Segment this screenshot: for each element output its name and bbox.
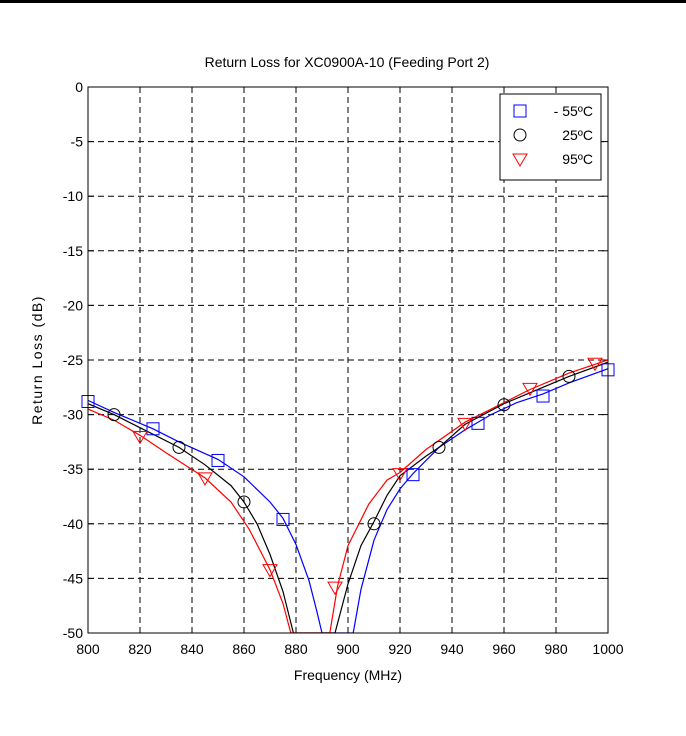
y-tick-label: -30 [63, 407, 83, 423]
plot-frame [87, 86, 609, 634]
series-1-marker [276, 512, 290, 526]
x-tick-label: 980 [544, 641, 568, 657]
legend-label-3: 95ºC [562, 151, 593, 167]
legend-box [499, 93, 602, 181]
series-2-marker [562, 369, 576, 383]
x-tick-label: 880 [284, 641, 308, 657]
legend-marker-3 [512, 153, 528, 167]
series-3-marker [587, 357, 603, 372]
series-2-marker [497, 398, 511, 412]
series-2-marker [237, 495, 251, 509]
y-tick-label: -20 [63, 297, 83, 313]
y-tick-label: -50 [63, 625, 83, 641]
legend: - 55ºC 25ºC 95ºC [499, 93, 602, 181]
series-3-marker [327, 581, 343, 596]
x-tick-label: 900 [336, 641, 360, 657]
y-tick-label: -25 [63, 352, 83, 368]
series-3-marker [262, 564, 278, 578]
chart-title: Return Loss for XC0900A-10 (Feeding Port… [205, 54, 490, 70]
y-tick-label: -40 [63, 516, 83, 532]
series-2-marker [107, 408, 121, 422]
series-1-marker [471, 416, 485, 430]
y-tick-label: -10 [63, 188, 83, 204]
series-2-marker [172, 440, 186, 454]
x-tick-label: 940 [440, 641, 464, 657]
series-1-marker [536, 389, 550, 403]
y-tick-labels: 0 -5 -10 -15 -20 -25 -30 -35 -40 -45 -50 [63, 79, 83, 641]
legend-label-2: 25ºC [562, 127, 593, 143]
series-1-marker [211, 453, 225, 467]
x-tick-label: 860 [232, 641, 256, 657]
y-axis-label: Return Loss (dB) [29, 295, 45, 425]
x-axis-label: Frequency (MHz) [294, 667, 402, 683]
y-tick-label: -15 [63, 243, 83, 259]
legend-marker-2 [513, 128, 527, 142]
series-markers [81, 357, 615, 596]
series-line-1 [88, 368, 608, 633]
series-3-marker [197, 472, 213, 486]
series-3-marker [392, 468, 408, 482]
y-tick-label: -35 [63, 461, 83, 477]
x-tick-label: 920 [388, 641, 412, 657]
x-tick-label: 800 [76, 641, 100, 657]
series-line-3 [88, 359, 608, 633]
y-tick-label: 0 [75, 79, 83, 95]
series-3-marker [132, 430, 148, 445]
series-3-marker [522, 382, 538, 397]
x-tick-label: 1000 [592, 641, 623, 657]
series-3-marker [457, 417, 473, 432]
x-tick-labels: 800 820 840 860 880 900 920 940 960 980 1000 [76, 641, 623, 657]
x-tick-label: 960 [492, 641, 516, 657]
series-1-marker [406, 468, 420, 482]
legend-label-1: - 55ºC [554, 103, 593, 119]
series-2-marker [367, 517, 381, 531]
x-tick-label: 840 [180, 641, 204, 657]
y-tick-label: -5 [71, 134, 84, 150]
y-tick-label: -45 [63, 570, 83, 586]
series-1-marker [146, 422, 160, 436]
x-tick-label: 820 [128, 641, 152, 657]
top-border-line [0, 0, 686, 3]
series-2-marker [432, 440, 446, 454]
legend-marker-1 [513, 104, 527, 118]
